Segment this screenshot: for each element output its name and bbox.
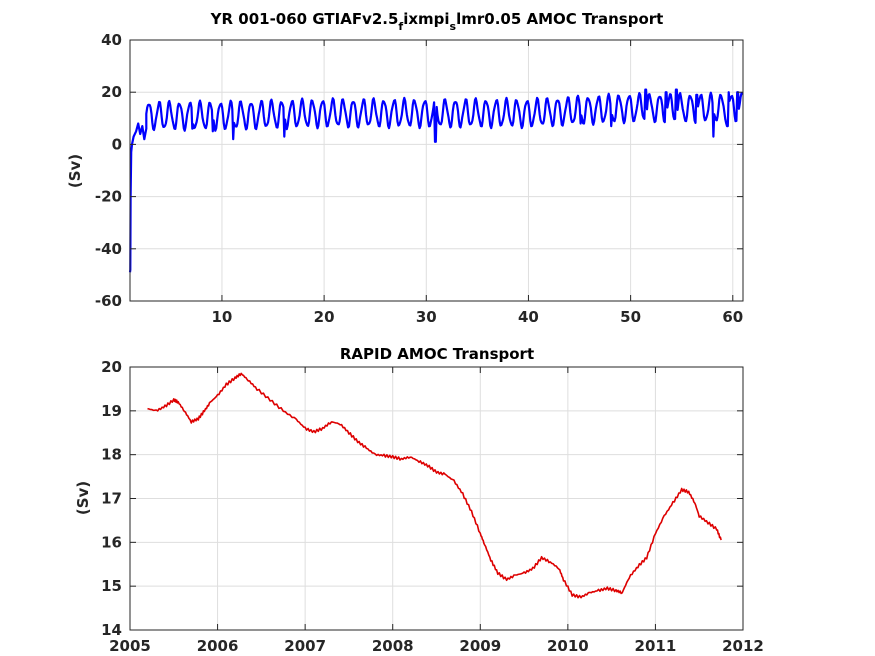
bottom-ticks: 2005 2006 2007 2008 2009 2010 2011 2012 14 15 16 17… xyxy=(101,358,764,655)
bottom-xtick-label: 2010 xyxy=(547,637,589,655)
top-axes-frame xyxy=(129,39,744,302)
bottom-xtick-label: 2007 xyxy=(284,637,326,655)
top-ytick-label: -20 xyxy=(95,188,122,206)
bottom-ytick-label: 18 xyxy=(101,446,122,464)
top-ytick-label: 0 xyxy=(112,135,122,153)
bottom-xtick-label: 2011 xyxy=(635,637,677,655)
top-xtick-label: 30 xyxy=(416,308,437,326)
top-xtick-label: 10 xyxy=(212,308,233,326)
bottom-y-axis-label: (Sv) xyxy=(74,481,92,515)
bottom-ytick-label: 17 xyxy=(101,490,122,508)
top-chart-title: YR 001-060 GTIAFv2.5fixmpislmr0.05 AMOC … xyxy=(210,10,664,33)
bottom-xtick-label: 2006 xyxy=(197,637,239,655)
bottom-ytick-label: 16 xyxy=(101,533,122,551)
bottom-ytick-label: 19 xyxy=(101,402,122,420)
top-ytick-label: 20 xyxy=(101,83,122,101)
bottom-axes: 2005 2006 2007 2008 2009 2010 2011 2012 14 15 16 17… xyxy=(74,345,764,655)
bottom-xtick-label: 2009 xyxy=(459,637,501,655)
bottom-ytick-label: 14 xyxy=(101,621,122,639)
bottom-ytick-label: 20 xyxy=(101,358,122,376)
top-xtick-label: 50 xyxy=(620,308,641,326)
top-xtick-label: 20 xyxy=(314,308,335,326)
top-ytick-label: -40 xyxy=(95,240,122,258)
top-y-axis-label: (Sv) xyxy=(66,154,84,188)
top-ticks: 10 20 30 40 50 60 -60 -40 -20 0 20 40 xyxy=(95,31,743,326)
top-ytick-label: -60 xyxy=(95,292,122,310)
top-axes: 10 20 30 40 50 60 -60 -40 -20 0 20 40 YR 001-060 GT… xyxy=(66,10,744,326)
bottom-xtick-label: 2005 xyxy=(109,637,151,655)
bottom-xtick-label: 2012 xyxy=(722,637,764,655)
bottom-grid xyxy=(129,366,744,631)
top-grid xyxy=(130,39,743,302)
bottom-ytick-label: 15 xyxy=(101,577,122,595)
bottom-xtick-label: 2008 xyxy=(372,637,414,655)
top-xtick-label: 60 xyxy=(722,308,743,326)
top-xtick-label: 40 xyxy=(518,308,539,326)
top-series-line xyxy=(128,88,744,273)
top-ytick-label: 40 xyxy=(101,31,122,49)
bottom-chart-title: RAPID AMOC Transport xyxy=(340,345,534,363)
bottom-series-line xyxy=(147,372,722,599)
